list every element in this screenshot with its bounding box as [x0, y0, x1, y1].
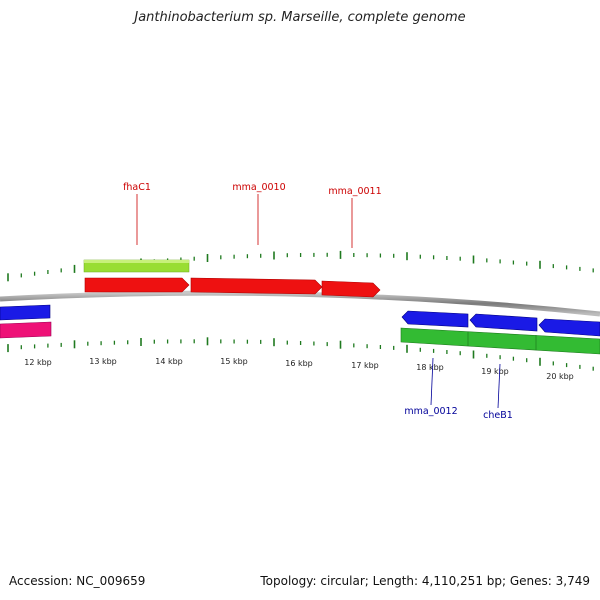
- gene-label-mma-0012[interactable]: mma_0012: [404, 406, 457, 417]
- kbp-label: 20 kbp: [546, 372, 574, 381]
- kbp-label: 18 kbp: [416, 363, 444, 372]
- mma-0012-cds-arrow[interactable]: [401, 310, 469, 328]
- genome-backbone: [0, 290, 600, 317]
- mma-0010-cds-arrow[interactable]: [190, 277, 323, 295]
- mma-0011-cds-arrow[interactable]: [321, 280, 381, 298]
- fhaC1-cds-arrow[interactable]: [84, 277, 190, 293]
- kbp-label: 17 kbp: [351, 361, 379, 370]
- kbp-label: 13 kbp: [89, 357, 117, 366]
- kbp-label: 19 kbp: [481, 367, 509, 376]
- kbp-axis-labels: 12 kbp 13 kbp 14 kbp 15 kbp 16 kbp 17 kbp 18 k…: [24, 357, 574, 381]
- forward-label-leaders: [136, 194, 353, 248]
- gene-feature-dividers: [467, 332, 537, 350]
- next-reverse-cds-arrow[interactable]: [538, 318, 600, 337]
- genome-title: Janthinobacterium sp. Marseille, complet…: [134, 10, 466, 25]
- gene-label-mma-0010[interactable]: mma_0010: [232, 182, 285, 193]
- gene-label-mma-0011[interactable]: mma_0011: [328, 186, 381, 197]
- fhaC1-gene-highlight: [84, 260, 189, 263]
- kbp-label: 16 kbp: [285, 359, 313, 368]
- gene-label-cheB1[interactable]: cheB1: [483, 410, 513, 421]
- kbp-label: 12 kbp: [24, 358, 52, 367]
- kbp-label: 14 kbp: [155, 357, 183, 366]
- gene-label-fhaC1[interactable]: fhaC1: [123, 182, 151, 193]
- accession-text: Accession: NC_009659: [9, 574, 146, 588]
- cheB1-cds-arrow[interactable]: [469, 313, 538, 332]
- lower-tick-row: [7, 337, 594, 371]
- kbp-label: 15 kbp: [220, 357, 248, 366]
- genome-summary-text: Topology: circular; Length: 4,110,251 bp…: [260, 574, 590, 588]
- reverse-label-leaders: [430, 357, 501, 409]
- left-other-feature[interactable]: [0, 321, 52, 339]
- reverse-gene-feature[interactable]: [400, 327, 600, 355]
- left-reverse-cds[interactable]: [0, 304, 51, 321]
